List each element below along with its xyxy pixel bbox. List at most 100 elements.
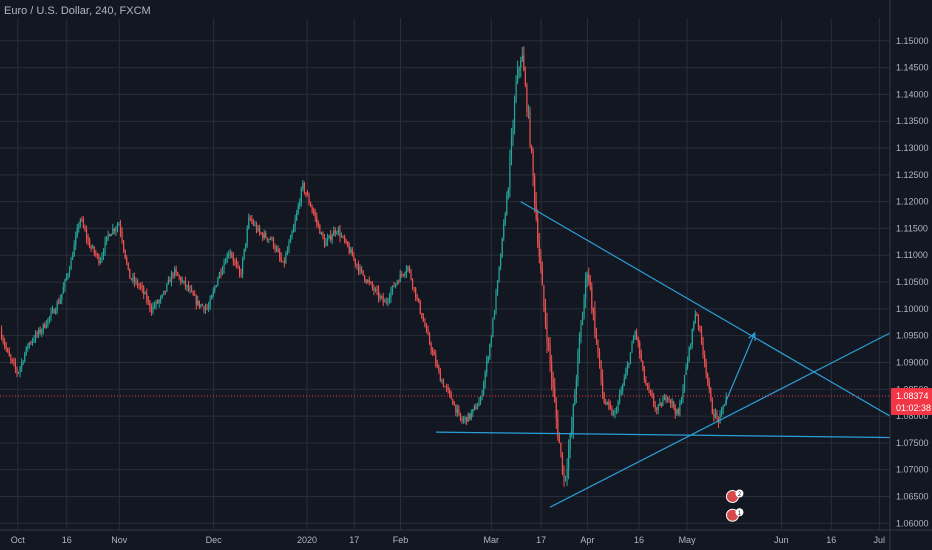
candle-body	[464, 417, 466, 420]
candle-body	[245, 243, 247, 249]
candle-body	[623, 378, 625, 386]
candle-body	[336, 232, 338, 234]
candle-body	[305, 192, 307, 195]
candle-body	[328, 235, 330, 239]
candle-body	[226, 254, 228, 263]
candle-body	[217, 278, 219, 286]
candle-body	[72, 256, 74, 260]
y-tick-label: 1.06000	[896, 518, 929, 528]
x-axis[interactable]: Oct 16 Nov Dec 2020 17 Feb Mar 17 Apr 16 May Jun 16 Ju…	[0, 529, 932, 545]
x-tick-label: Mar	[484, 535, 500, 545]
candle-body	[643, 367, 645, 380]
candle-body	[45, 325, 47, 328]
candle-body	[75, 235, 77, 245]
candle-body	[418, 298, 420, 302]
candle-body	[534, 175, 536, 204]
candle-body	[157, 301, 159, 304]
event-markers[interactable]: 21	[725, 489, 744, 522]
candle-body	[540, 256, 542, 270]
candle-body	[441, 380, 443, 382]
candle-body	[38, 329, 40, 335]
candle-body	[408, 266, 411, 271]
candle-body	[237, 264, 239, 268]
candle-body	[680, 400, 683, 404]
candle-body	[415, 287, 417, 298]
candle-body	[96, 254, 98, 256]
candle-body	[416, 297, 418, 299]
candle-body	[374, 289, 377, 291]
candle-body	[39, 329, 41, 333]
candle-body	[84, 226, 86, 231]
candle-body	[98, 255, 100, 263]
candle-body	[470, 412, 472, 419]
candle-body	[438, 366, 440, 371]
candle-body	[404, 273, 406, 275]
candle-body	[53, 309, 55, 314]
trendlines[interactable]	[436, 201, 891, 508]
candle-body	[489, 344, 491, 358]
candle-body	[430, 343, 432, 351]
candle-body	[229, 253, 231, 255]
candle-body	[124, 249, 126, 258]
candle-body	[112, 228, 114, 235]
candle-body	[209, 299, 211, 307]
candle-body	[657, 405, 659, 410]
candle-body	[255, 224, 258, 231]
candle-body	[642, 360, 644, 368]
candle-body	[500, 257, 502, 267]
candle-body	[637, 337, 639, 343]
candle-body	[581, 315, 584, 326]
candle-body	[218, 272, 221, 279]
trendline	[520, 201, 891, 417]
candle-body	[342, 236, 344, 238]
candle-body	[183, 280, 185, 282]
candle-body	[334, 230, 336, 233]
candle-body	[594, 311, 596, 334]
candle-body	[402, 274, 404, 276]
candle-body	[292, 227, 295, 233]
candle-body	[598, 353, 601, 361]
candle-body	[2, 338, 4, 342]
candle-body	[258, 227, 261, 233]
y-axis[interactable]: 1.15000 1.14500 1.14000 1.13500 1.13000 1.125…	[889, 0, 932, 550]
candle-body	[388, 298, 390, 301]
candle-body	[724, 403, 726, 407]
candle-body	[651, 393, 653, 398]
candle-body	[152, 306, 154, 312]
candle-body	[360, 267, 363, 271]
candle-body	[486, 360, 488, 373]
trendline	[549, 332, 891, 508]
candle-body	[523, 55, 525, 72]
candle-body	[700, 329, 703, 342]
candle-body	[558, 437, 560, 444]
candle-body	[271, 237, 273, 240]
candle-body	[377, 290, 380, 298]
candle-body	[473, 406, 475, 410]
candle-body	[572, 405, 574, 429]
candle-body	[509, 157, 511, 189]
candle-body	[302, 182, 304, 189]
candle-body	[300, 188, 302, 203]
candle-body	[198, 300, 200, 307]
candle-body	[711, 399, 713, 415]
y-tick-label: 1.12500	[896, 170, 929, 180]
candle-body	[687, 360, 689, 368]
candle-body	[396, 281, 398, 284]
candle-body	[337, 229, 339, 233]
candle-body	[481, 394, 483, 397]
arrow-line	[724, 332, 756, 403]
candle-body	[498, 266, 500, 281]
candle-body	[586, 274, 588, 279]
candle-body	[555, 401, 557, 419]
candle-body	[589, 280, 591, 287]
candle-body	[367, 280, 369, 283]
x-tick-label: Jul	[874, 535, 886, 545]
candle-body	[73, 244, 75, 257]
candle-body	[288, 242, 290, 251]
candle-body	[458, 409, 460, 414]
candle-body	[170, 273, 173, 283]
candle-body	[153, 306, 156, 307]
candle-body	[552, 379, 554, 388]
candle-body	[268, 238, 270, 240]
